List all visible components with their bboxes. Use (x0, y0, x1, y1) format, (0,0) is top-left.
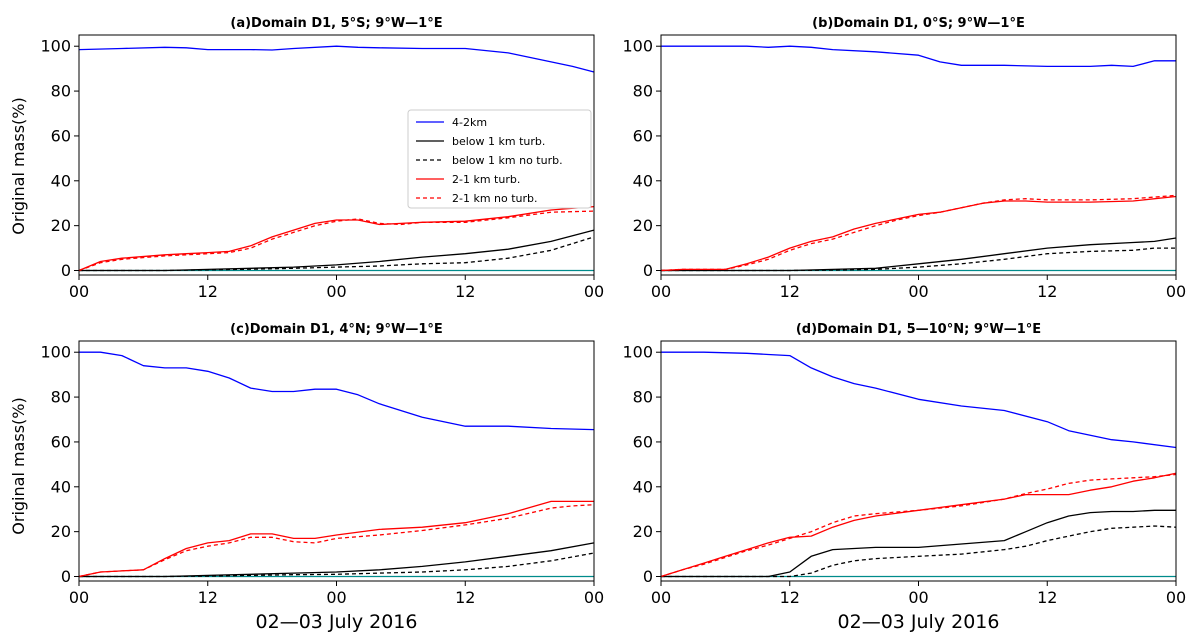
y-tick-label: 0 (643, 567, 653, 586)
y-tick-label: 60 (633, 432, 653, 451)
y-axis-label: Original mass(%) (9, 97, 28, 234)
x-tick-label: 12 (780, 588, 800, 607)
panel-b: (b)Domain D1, 0°S; 9°W—1°E 0 20 40 60 80 100 00… (622, 16, 1186, 301)
legend-box (407, 109, 592, 209)
y-tick-label: 60 (633, 126, 653, 145)
panel-c: (c)Domain D1, 4°N; 9°W—1°E 0 20 40 60 80 100 00… (40, 322, 604, 607)
series-line (78, 500, 594, 578)
x-tick-label: 00 (1166, 588, 1186, 607)
y-tick-label: 100 (40, 343, 71, 362)
x-tick-label: 12 (455, 282, 475, 301)
x-tick-label: 00 (651, 282, 671, 301)
y-tick-label: 0 (643, 261, 653, 280)
series-line (661, 525, 1177, 578)
y-tick-label: 100 (622, 343, 653, 362)
axes-frame (78, 340, 595, 582)
x-axis-label: 02—03 July 2016 (838, 611, 1000, 633)
y-tick-label: 80 (633, 388, 653, 407)
series-line (661, 509, 1176, 578)
legend-label: 2-1 km no turb. (452, 192, 538, 205)
x-tick-label: 12 (198, 282, 218, 301)
x-tick-label: 12 (780, 282, 800, 301)
y-tick-label: 20 (51, 522, 71, 541)
y-tick-label: 40 (51, 171, 71, 190)
series-line (660, 472, 1177, 578)
x-tick-label: 00 (908, 588, 928, 607)
x-tick-label: 00 (69, 282, 89, 301)
y-tick-label: 80 (633, 82, 653, 101)
series-line (78, 210, 595, 272)
y-axis-label: Original mass(%) (9, 397, 28, 534)
y-tick-label: 100 (40, 37, 71, 56)
series-line (78, 45, 595, 73)
x-tick-label: 00 (908, 282, 928, 301)
y-tick-label: 40 (51, 477, 71, 496)
series-line (660, 473, 1177, 578)
y-tick-label: 80 (51, 82, 71, 101)
x-tick-label: 12 (455, 588, 475, 607)
panel-title: (d)Domain D1, 5—10°N; 9°W—1°E (796, 322, 1041, 337)
axes-frame (660, 34, 1177, 276)
x-tick-label: 00 (584, 282, 604, 301)
series-line (660, 194, 1177, 272)
series-line (79, 229, 595, 272)
series-line (78, 205, 595, 272)
series-line (79, 351, 595, 431)
series-line (79, 542, 595, 578)
legend-label: below 1 km turb. (452, 135, 545, 148)
series-line (661, 351, 1177, 449)
x-tick-label: 00 (326, 282, 346, 301)
series-line (78, 504, 595, 578)
series-line (660, 195, 1177, 272)
series-line (79, 552, 595, 578)
y-tick-label: 40 (633, 477, 653, 496)
x-tick-label: 12 (1037, 282, 1057, 301)
y-tick-label: 20 (51, 216, 71, 235)
y-tick-label: 100 (622, 37, 653, 56)
panel-a: (a)Domain D1, 5°S; 9°W—1°E 0 20 40 60 80 100 00… (40, 16, 604, 301)
x-tick-label: 12 (198, 588, 218, 607)
x-tick-label: 00 (651, 588, 671, 607)
panel-title: (b)Domain D1, 0°S; 9°W—1°E (812, 16, 1025, 31)
x-tick-label: 00 (326, 588, 346, 607)
x-axis-label: 02—03 July 2016 (256, 611, 418, 633)
legend-label: 4-2km (452, 116, 487, 129)
panel-title: (a)Domain D1, 5°S; 9°W—1°E (230, 16, 442, 31)
x-tick-label: 00 (1166, 282, 1186, 301)
y-tick-label: 80 (51, 388, 71, 407)
y-tick-label: 0 (61, 261, 71, 280)
y-tick-label: 60 (51, 126, 71, 145)
y-tick-label: 60 (51, 432, 71, 451)
y-tick-label: 20 (633, 216, 653, 235)
legend-label: below 1 km no turb. (452, 154, 563, 167)
legend: 4-2km below 1 km turb. below 1 km no turb… (407, 109, 592, 209)
series-line (661, 45, 1176, 68)
y-tick-label: 20 (633, 522, 653, 541)
x-tick-label: 00 (69, 588, 89, 607)
panel-d: (d)Domain D1, 5—10°N; 9°W—1°E 0 20 40 60 80 10… (622, 322, 1186, 607)
x-tick-label: 12 (1037, 588, 1057, 607)
x-tick-label: 00 (584, 588, 604, 607)
legend-label: 2-1 km turb. (452, 173, 520, 186)
series-line (661, 247, 1176, 272)
y-tick-label: 0 (61, 567, 71, 586)
panel-title: (c)Domain D1, 4°N; 9°W—1°E (230, 322, 443, 337)
axes-frame (660, 340, 1177, 582)
series-line (79, 236, 595, 272)
y-tick-label: 40 (633, 171, 653, 190)
